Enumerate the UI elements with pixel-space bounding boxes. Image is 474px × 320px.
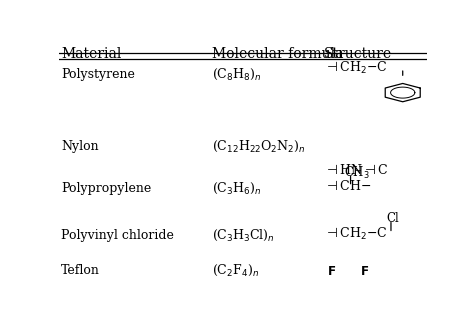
Text: $\mathbf{F}$: $\mathbf{F}$ [360, 265, 370, 278]
Text: Structure: Structure [324, 47, 392, 61]
Text: $\mathsf{\dashv}$CH$_2$$-$C: $\mathsf{\dashv}$CH$_2$$-$C [324, 60, 387, 76]
Text: Nylon: Nylon [61, 140, 99, 153]
Text: Polypropylene: Polypropylene [61, 182, 151, 195]
Text: Molecular formula: Molecular formula [212, 47, 343, 61]
Text: (C$_3$H$_6$)$_n$: (C$_3$H$_6$)$_n$ [212, 181, 261, 196]
Text: (C$_3$H$_3$Cl)$_n$: (C$_3$H$_3$Cl)$_n$ [212, 228, 274, 243]
Text: Polystyrene: Polystyrene [61, 68, 135, 81]
Text: $\mathsf{\dashv}$HN$\mathsf{\dashv}$C: $\mathsf{\dashv}$HN$\mathsf{\dashv}$C [324, 163, 388, 177]
Text: CH$_3$: CH$_3$ [344, 164, 370, 181]
Text: Polyvinyl chloride: Polyvinyl chloride [61, 229, 174, 242]
Text: Cl: Cl [386, 212, 399, 225]
Text: Material: Material [61, 47, 121, 61]
Text: $\mathsf{\dashv}$CH$_2$$-$C: $\mathsf{\dashv}$CH$_2$$-$C [324, 226, 387, 242]
Text: (C$_{12}$H$_{22}$O$_2$N$_2$)$_n$: (C$_{12}$H$_{22}$O$_2$N$_2$)$_n$ [212, 139, 305, 155]
Text: (C$_8$H$_8$)$_n$: (C$_8$H$_8$)$_n$ [212, 67, 261, 82]
Text: Teflon: Teflon [61, 263, 100, 276]
Text: $\mathbf{F}$: $\mathbf{F}$ [328, 265, 337, 278]
Text: (C$_2$F$_4$)$_n$: (C$_2$F$_4$)$_n$ [212, 262, 259, 278]
Text: $\mathsf{\dashv}$CH$-$: $\mathsf{\dashv}$CH$-$ [324, 179, 371, 193]
